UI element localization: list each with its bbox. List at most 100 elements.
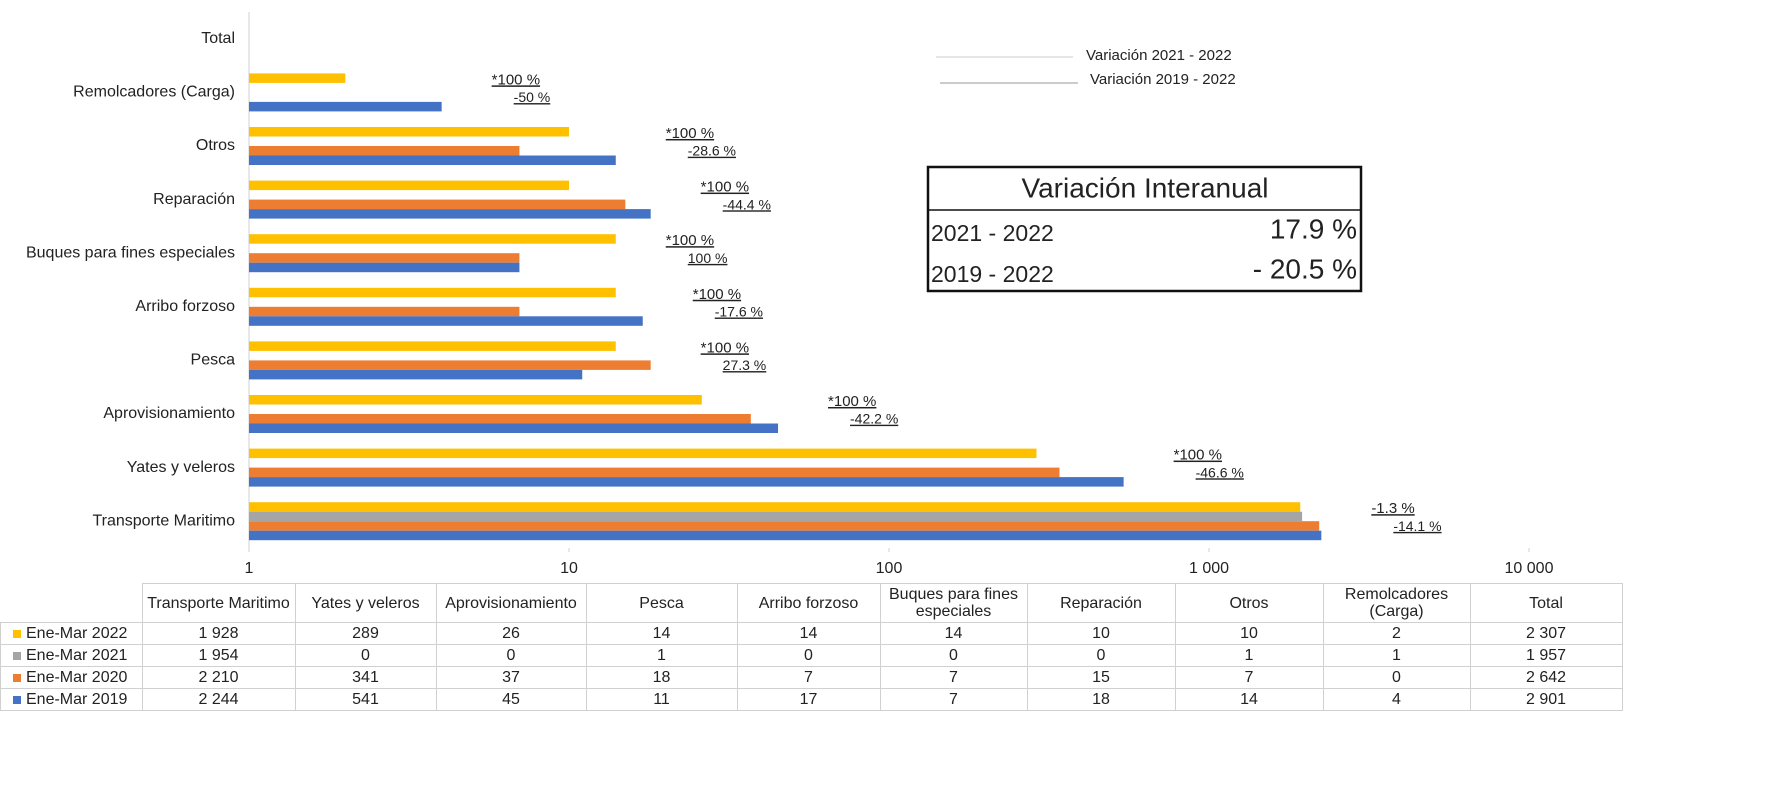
bar <box>249 73 346 83</box>
table-cell: 7 <box>1174 666 1324 689</box>
legend-swatch <box>13 629 21 638</box>
category-label: Arribo forzoso <box>135 298 235 315</box>
table-cell: 15 <box>1026 666 1176 689</box>
category-label: Pesca <box>191 352 236 369</box>
bar <box>249 146 520 156</box>
legend-label: Variación 2019 - 2022 <box>1090 71 1236 88</box>
bar <box>249 521 1320 531</box>
bar <box>249 209 651 219</box>
table-cell: 14 <box>736 622 881 645</box>
category-label: Transporte Maritimo <box>92 512 235 529</box>
category-label: Reparación <box>153 191 235 208</box>
bar <box>249 127 569 137</box>
table-cell: 14 <box>1174 688 1324 711</box>
table-cell: 10 <box>1174 622 1324 645</box>
table-cell: 1 <box>1174 644 1324 667</box>
header-row: Transporte Maritimo Yates y veleros Aprovi… <box>1 583 1623 623</box>
row-header: Ene-Mar 2021 <box>0 644 143 667</box>
category-label: Buques para fines especiales <box>26 244 235 261</box>
bar <box>249 414 751 424</box>
table-cell: 45 <box>435 688 587 711</box>
table-row: Ene-Mar 2019 2 244 541 45 11 17 7 18 14 4 2 901 <box>0 688 1623 711</box>
table-row: Ene-Mar 2021 1 954 0 0 1 0 0 0 1 1 1 957 <box>0 644 1623 667</box>
chart: Variación Interanual 2021 - 2022 17.9 % … <box>26 12 1554 577</box>
row-header: Ene-Mar 2022 <box>0 622 143 645</box>
column-header: Yates y veleros <box>294 583 437 623</box>
legend-label: Ene-Mar 2022 <box>26 625 128 642</box>
variation-label: -46.6 % <box>1196 464 1244 480</box>
x-tick-label: 1 <box>245 560 254 577</box>
x-tick-label: 100 <box>876 560 903 577</box>
legend-swatch <box>13 695 21 704</box>
table-cell: 1 954 <box>141 644 296 667</box>
table-cell: 2 <box>1322 622 1471 645</box>
bar <box>249 287 616 298</box>
bar <box>249 511 1303 522</box>
table-cell: 2 210 <box>141 666 296 689</box>
variation-label: *100 % <box>666 232 714 249</box>
legend-label: Ene-Mar 2019 <box>26 691 128 708</box>
table-cell: 0 <box>1322 666 1471 689</box>
table-cell: 0 <box>1026 644 1176 667</box>
column-header: Aprovisionamiento <box>435 583 587 623</box>
variation-label: *100 % <box>701 179 749 196</box>
bar <box>249 502 1301 512</box>
bar <box>249 423 779 433</box>
x-tick-label: 10 000 <box>1505 560 1554 577</box>
column-header: Arribo forzoso <box>736 583 881 623</box>
legend-label: Ene-Mar 2020 <box>26 669 128 686</box>
bar <box>249 155 616 165</box>
table-cell: 541 <box>294 688 437 711</box>
variation-label: -44.4 % <box>723 196 771 212</box>
bar <box>249 341 616 351</box>
row-header: Ene-Mar 2019 <box>0 688 143 711</box>
table-cell: 0 <box>294 644 437 667</box>
variation-label: -14.1 % <box>1393 518 1441 534</box>
table-cell: 4 <box>1322 688 1471 711</box>
variation-label: -50 % <box>514 89 551 105</box>
table-cell: 2 307 <box>1469 622 1623 645</box>
category-label: Remolcadores (Carga) <box>73 84 235 101</box>
table-cell: 0 <box>879 644 1028 667</box>
legend-swatch <box>13 651 21 660</box>
table-cell: 7 <box>736 666 881 689</box>
table-cell: 10 <box>1026 622 1176 645</box>
variation-label: *100 % <box>1174 447 1222 464</box>
column-header: Remolcadores (Carga) <box>1322 583 1471 623</box>
data-table: Transporte Maritimo Yates y veleros Aprovi… <box>0 583 1623 711</box>
bar <box>249 316 643 326</box>
column-header: Total <box>1469 583 1623 623</box>
variation-label: 27.3 % <box>723 357 767 373</box>
table-cell: 37 <box>435 666 587 689</box>
bar <box>249 477 1124 487</box>
bar <box>249 180 569 191</box>
table-cell: 289 <box>294 622 437 645</box>
column-header: Buques para fines especiales <box>879 583 1028 623</box>
table-cell: 1 928 <box>141 622 296 645</box>
legend-label: Variación 2021 - 2022 <box>1086 47 1232 64</box>
row-header: Ene-Mar 2020 <box>0 666 143 689</box>
x-tick-label: 1 000 <box>1189 560 1229 577</box>
column-header: Transporte Maritimo <box>141 583 296 623</box>
variation-label: *100 % <box>828 393 876 410</box>
bar <box>249 448 1037 459</box>
table-row: Ene-Mar 2022 1 928 289 26 14 14 14 10 10 2 2 307 <box>0 622 1623 645</box>
bar <box>249 262 520 273</box>
x-tick-label: 10 <box>560 560 578 577</box>
table-cell: 7 <box>879 666 1028 689</box>
table-cell: 0 <box>435 644 587 667</box>
table-row: Ene-Mar 2020 2 210 341 37 18 7 7 15 7 0 2 642 <box>0 666 1623 689</box>
variation-label: *100 % <box>492 71 540 88</box>
category-label: Total <box>201 30 235 47</box>
table-cell: 11 <box>585 688 738 711</box>
variation-label: 100 % <box>688 250 728 266</box>
table-cell: 1 <box>585 644 738 667</box>
category-label: Yates y veleros <box>127 459 235 476</box>
variation-label: *100 % <box>693 286 741 303</box>
table-cell: 17 <box>736 688 881 711</box>
bar <box>249 369 583 380</box>
table-cell: 2 901 <box>1469 688 1623 711</box>
variation-label: *100 % <box>701 339 749 356</box>
bar <box>249 253 520 263</box>
